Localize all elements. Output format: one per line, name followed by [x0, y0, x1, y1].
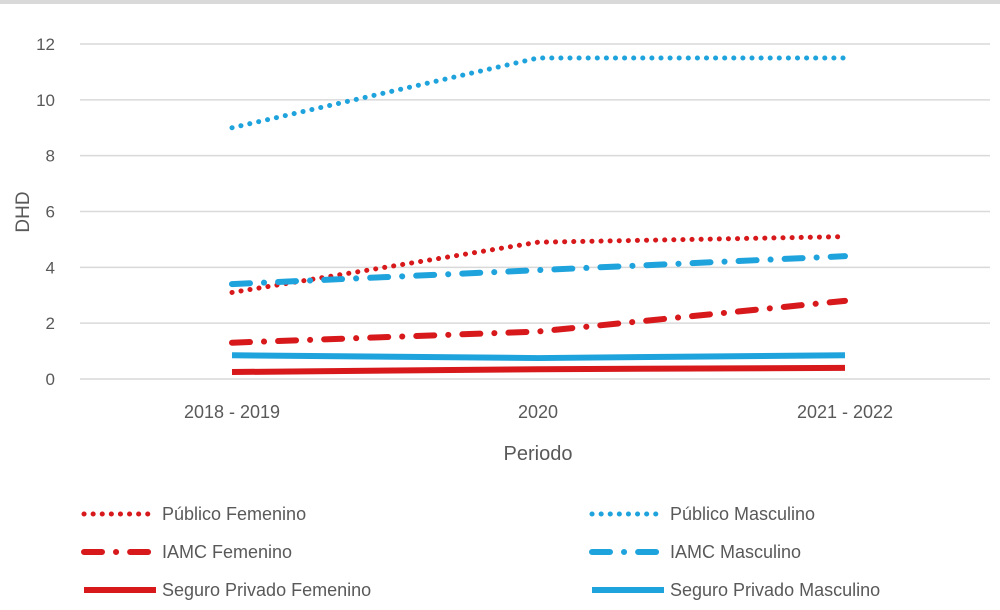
series-line-3 [229, 253, 848, 288]
y-tick-label: 4 [46, 258, 55, 277]
series-line-5 [231, 352, 846, 362]
y-tick-label: 0 [46, 370, 55, 389]
legend-label: Seguro Privado Femenino [162, 580, 371, 600]
y-tick-label: 8 [46, 147, 55, 166]
x-tick-label: 2021 - 2022 [797, 402, 893, 422]
legend-item: Seguro Privado Femenino [84, 580, 371, 600]
series-line-1 [229, 55, 848, 131]
legend-label: IAMC Masculino [670, 542, 801, 562]
legend-label: Público Femenino [162, 504, 306, 524]
legend-item: IAMC Masculino [589, 542, 801, 562]
x-tick-label: 2020 [518, 402, 558, 422]
y-axis-title: DHD [13, 191, 34, 232]
legend-item: IAMC Femenino [81, 542, 292, 562]
y-tick-label: 12 [36, 35, 55, 54]
legend-label: Público Masculino [670, 504, 815, 524]
y-tick-label: 10 [36, 91, 55, 110]
legend-item: Público Femenino [81, 504, 306, 524]
x-axis-title: Periodo [504, 443, 573, 465]
legend-label: Seguro Privado Masculino [670, 580, 880, 600]
legend-item: Público Masculino [589, 504, 815, 524]
legend-item: Seguro Privado Masculino [592, 580, 880, 600]
series-line-0 [229, 234, 848, 295]
series-line-2 [229, 297, 848, 346]
x-tick-label: 2018 - 2019 [184, 402, 280, 422]
y-tick-label: 2 [46, 314, 55, 333]
series-line-4 [231, 364, 846, 376]
line-chart: 0 2 4 6 8 10 12 2018 - 2019 2020 2021 - 2022 Púb… [13, 35, 990, 600]
legend-label: IAMC Femenino [162, 542, 292, 562]
y-tick-label: 6 [46, 203, 55, 222]
